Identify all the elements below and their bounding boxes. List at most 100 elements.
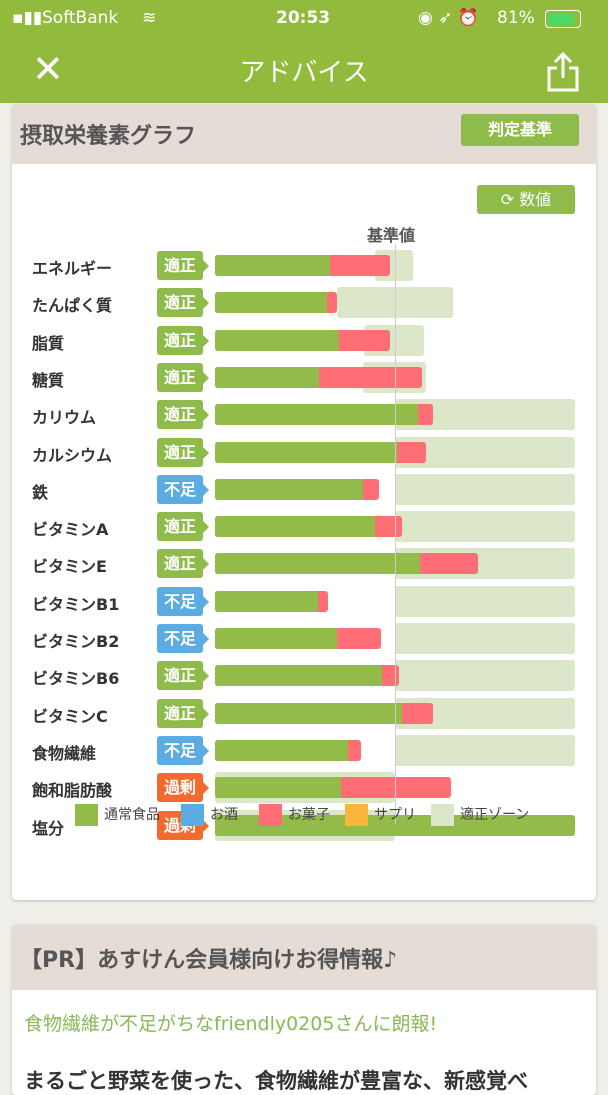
baseline-line xyxy=(395,244,396,824)
nutrient-label: 脂質 xyxy=(32,333,65,353)
legend-swatch xyxy=(345,804,368,826)
pr-card: 【PR】あすけん会員様向けお得情報♪ 食物繊維が不足がちなfriendly020… xyxy=(12,925,596,1095)
nutrient-label: 食物繊維 xyxy=(32,743,97,763)
nutrient-row: エネルギー 適正 xyxy=(12,247,596,284)
nutrient-label: カリウム xyxy=(32,408,97,428)
adequate-zone xyxy=(395,473,575,505)
nutrient-row: 糖質 適正 xyxy=(12,359,596,396)
nutrient-row: 鉄 不足 xyxy=(12,471,596,508)
nutrient-graph-card: 摂取栄養素グラフ 判定基準 ⟳ 数値 基準値 エネルギー 適正 たんぱく質 適正… xyxy=(12,104,596,900)
legend-swatch xyxy=(431,804,454,826)
pr-title: 【PR】あすけん会員様向けお得情報♪ xyxy=(20,948,398,973)
wifi-icon: ≋ xyxy=(142,8,157,28)
status-badge: 適正 xyxy=(157,288,209,318)
status-badge: 適正 xyxy=(157,251,209,280)
legend-item-adequate-zone: 適正ゾーン xyxy=(431,804,529,826)
legend-label: 通常食品 xyxy=(104,807,160,823)
nutrient-row: 食物繊維 不足 xyxy=(12,732,596,769)
nutrient-label: ビタミンB6 xyxy=(32,669,120,689)
nutrient-label: ビタミンA xyxy=(32,520,109,540)
normal-food-bar xyxy=(215,516,376,538)
normal-food-bar xyxy=(215,478,363,500)
nutrient-label: エネルギー xyxy=(32,259,113,278)
normal-food-bar xyxy=(215,814,575,836)
normal-food-bar xyxy=(215,404,419,426)
legend-item-supplement: サプリ xyxy=(345,804,416,826)
nutrient-row: カルシウム 適正 xyxy=(12,434,596,471)
nutrient-label: たんぱく質 xyxy=(32,296,113,316)
normal-food-bar xyxy=(215,441,397,463)
status-badge: 適正 xyxy=(157,549,209,579)
legend-item-alcohol: お酒 xyxy=(181,804,238,826)
nav-bar: ✕ アドバイス xyxy=(0,40,608,103)
status-badge: 適正 xyxy=(157,325,209,355)
baseline-label: 基準値 xyxy=(367,226,416,245)
pr-body: まるごと野菜を使った、食物繊維が豊富な、新感覚べ xyxy=(24,1069,528,1093)
nutrient-row: ビタミンB2 不足 xyxy=(12,620,596,657)
nutrient-row: ビタミンC 適正 xyxy=(12,695,596,732)
adequate-zone xyxy=(337,287,453,319)
refresh-icon: ⟳ xyxy=(500,190,520,209)
nutrient-label: 鉄 xyxy=(32,482,49,502)
nutrient-row: 脂質 適正 xyxy=(12,322,596,359)
status-badge: 不足 xyxy=(157,474,209,504)
normal-food-bar xyxy=(215,292,327,314)
status-bar: ▪▮▮ SoftBank ≋ 20:53 ◉ ➶ ⏰ 81% xyxy=(0,0,608,40)
normal-food-bar xyxy=(215,553,421,575)
status-badge: 不足 xyxy=(157,586,209,616)
carrier: SoftBank xyxy=(42,8,119,28)
normal-food-bar xyxy=(215,255,331,276)
clock: 20:53 xyxy=(276,8,331,28)
signal-icon: ▪▮▮ xyxy=(12,8,43,28)
battery-percent: 81% xyxy=(497,8,535,28)
normal-food-bar xyxy=(215,739,349,761)
normal-food-bar xyxy=(215,628,338,649)
nutrient-row: ビタミンB6 適正 xyxy=(12,657,596,694)
status-badge: 適正 xyxy=(157,512,209,542)
legend-label: お菓子 xyxy=(288,807,330,823)
legend-swatch xyxy=(259,804,282,826)
nutrient-row: カリウム 適正 xyxy=(12,396,596,433)
normal-food-bar xyxy=(215,777,341,799)
legend-label: 適正ゾーン xyxy=(460,807,530,823)
adequate-zone xyxy=(395,734,575,766)
legend-swatch xyxy=(181,804,204,826)
close-icon[interactable]: ✕ xyxy=(32,47,64,91)
status-badge: 不足 xyxy=(157,624,209,653)
battery-icon xyxy=(545,10,581,28)
normal-food-bar xyxy=(215,590,318,612)
criteria-button[interactable]: 判定基準 xyxy=(461,114,579,146)
adequate-zone xyxy=(395,660,575,692)
location-alarm-icons: ◉ ➶ ⏰ xyxy=(418,8,480,28)
legend-item-normal-food: 通常食品 xyxy=(75,804,160,826)
normal-food-bar xyxy=(215,702,403,724)
status-badge: 適正 xyxy=(157,362,209,392)
status-badge: 適正 xyxy=(157,400,209,430)
nutrient-label: 糖質 xyxy=(32,370,65,390)
nutrient-label: ビタミンB2 xyxy=(32,632,120,651)
nutrient-label: ビタミンE xyxy=(32,557,107,577)
nutrient-label: 飽和脂肪酸 xyxy=(32,781,113,801)
page-title: アドバイス xyxy=(239,58,369,88)
normal-food-bar xyxy=(215,366,320,388)
legend-swatch xyxy=(75,804,98,826)
status-badge: 適正 xyxy=(157,437,209,467)
status-badge: 適正 xyxy=(157,661,209,691)
normal-food-bar xyxy=(215,329,340,351)
nutrient-label: ビタミンB1 xyxy=(32,594,120,614)
card-title: 摂取栄養素グラフ xyxy=(20,124,197,149)
values-button-label: 数値 xyxy=(519,190,552,209)
legend-label: サプリ xyxy=(374,807,416,823)
values-toggle-button[interactable]: ⟳ 数値 xyxy=(477,185,575,214)
status-badge: 不足 xyxy=(157,735,209,765)
nutrient-row: 飽和脂肪酸 過剰 xyxy=(12,769,596,806)
share-icon[interactable] xyxy=(545,52,581,92)
adequate-zone xyxy=(395,623,575,654)
legend-label: お酒 xyxy=(210,807,238,823)
pr-headline[interactable]: 食物繊維が不足がちなfriendly0205さんに朗報! xyxy=(24,1013,438,1035)
nutrient-row: ビタミンA 適正 xyxy=(12,508,596,545)
adequate-zone xyxy=(395,511,575,543)
legend-item-snack: お菓子 xyxy=(259,804,330,826)
status-badge: 過剰 xyxy=(157,773,209,803)
nutrient-label: ビタミンC xyxy=(32,706,108,726)
